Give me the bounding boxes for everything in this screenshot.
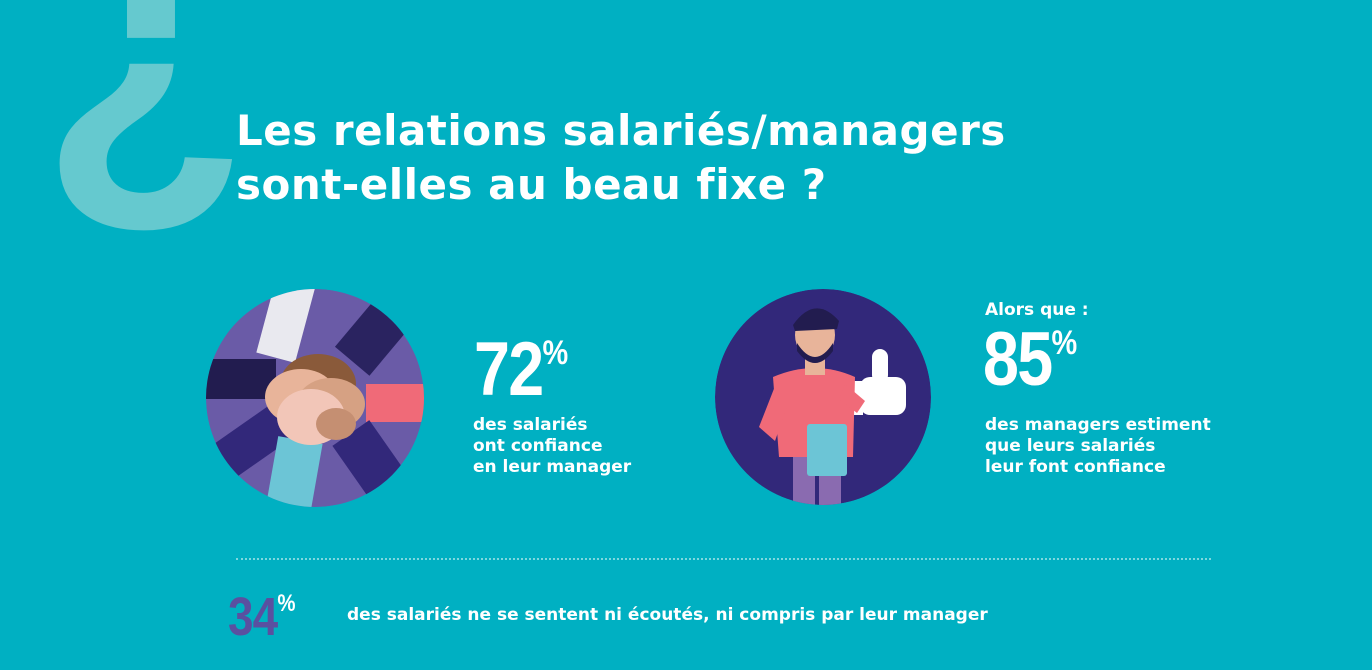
man-thumbs-up-icon — [715, 289, 931, 505]
stat-85-description: des managers estiment que leurs salariés… — [985, 415, 1211, 477]
stat-34-description: des salariés ne se sentent ni écoutés, n… — [347, 605, 988, 625]
dotted-divider — [236, 558, 1211, 560]
stacked-hands-icon — [206, 289, 424, 507]
stat-72-value: 72% — [474, 327, 569, 412]
stat-34-value: 34% — [228, 587, 296, 647]
stat-72-description: des salariés ont confiance en leur manag… — [473, 415, 632, 477]
inverted-question-mark-icon: ? — [40, 0, 248, 300]
page-title: Les relations salariés/managers sont-ell… — [236, 104, 1006, 212]
stat-85-intro: Alors que : — [985, 300, 1089, 320]
stat-85-value: 85% — [983, 317, 1078, 402]
title-line-2: sont-elles au beau fixe ? — [236, 160, 827, 209]
title-line-1: Les relations salariés/managers — [236, 106, 1006, 155]
